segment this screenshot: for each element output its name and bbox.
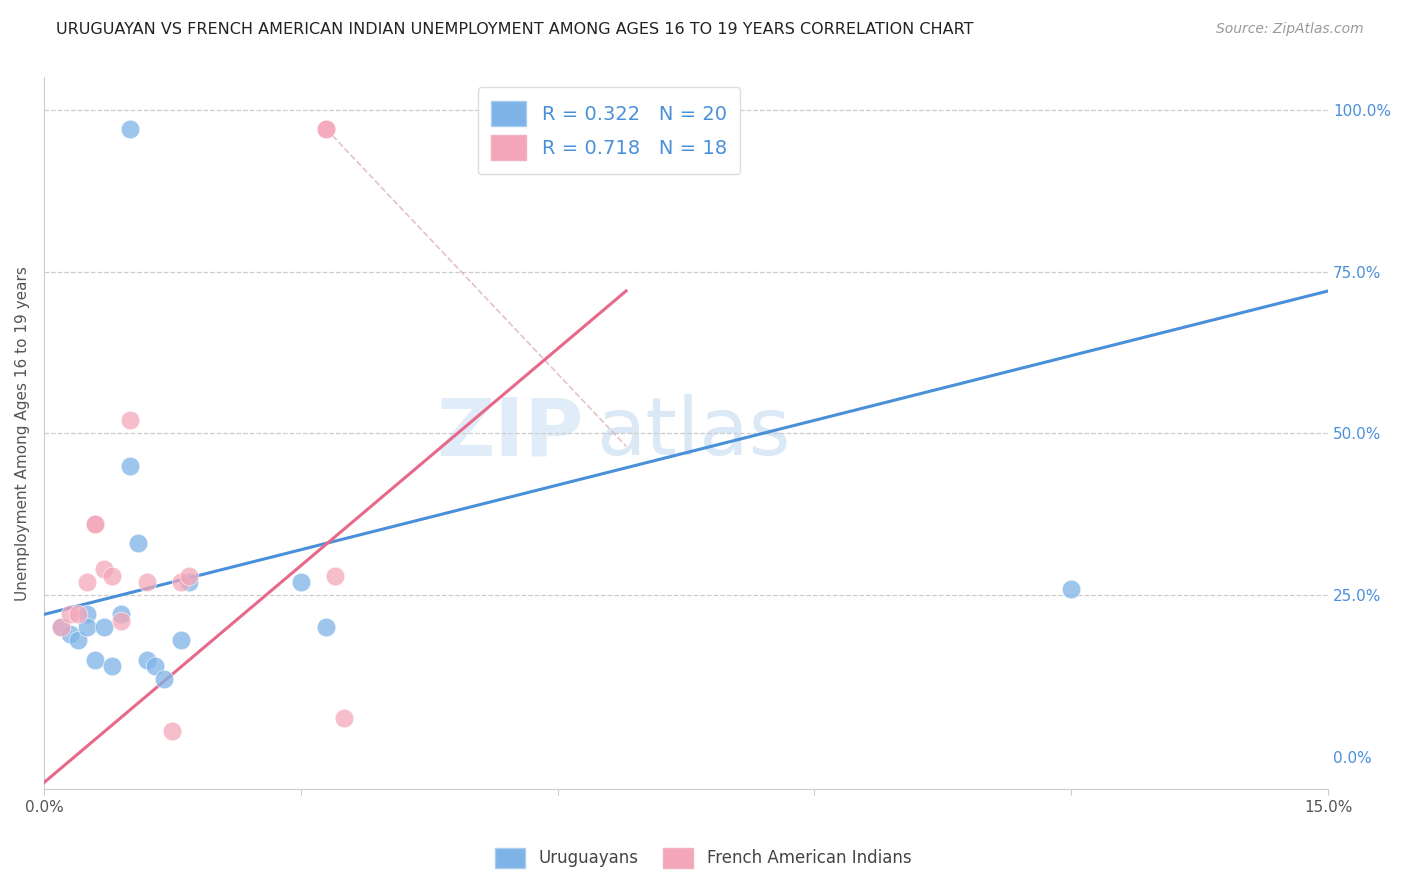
Point [1060, 582, 1083, 596]
Point [110, 607, 132, 622]
Point [84, 516, 107, 531]
Point [135, 575, 157, 590]
Text: atlas: atlas [596, 394, 790, 472]
Point [118, 458, 141, 473]
Point [49, 620, 72, 634]
Text: Source: ZipAtlas.com: Source: ZipAtlas.com [1216, 22, 1364, 37]
Legend: R = 0.322   N = 20, R = 0.718   N = 18: R = 0.322 N = 20, R = 0.718 N = 18 [478, 87, 741, 174]
Point [84, 516, 107, 531]
Point [170, 633, 193, 648]
Point [58, 627, 80, 641]
Legend: Uruguayans, French American Indians: Uruguayans, French American Indians [488, 841, 918, 875]
Point [315, 122, 337, 136]
Point [332, 711, 354, 725]
Point [76, 620, 98, 634]
Point [101, 568, 124, 582]
Y-axis label: Unemployment Among Ages 16 to 19 years: Unemployment Among Ages 16 to 19 years [15, 266, 30, 600]
Point [76, 575, 98, 590]
Text: URUGUAYAN VS FRENCH AMERICAN INDIAN UNEMPLOYMENT AMONG AGES 16 TO 19 YEARS CORRE: URUGUAYAN VS FRENCH AMERICAN INDIAN UNEM… [56, 22, 974, 37]
Point [162, 723, 184, 738]
Point [290, 575, 312, 590]
Point [127, 536, 149, 550]
Point [93, 620, 115, 634]
Point [170, 575, 193, 590]
Point [110, 614, 132, 628]
Point [49, 620, 72, 634]
Point [67, 607, 90, 622]
Point [152, 672, 174, 686]
Point [84, 653, 107, 667]
Point [118, 122, 141, 136]
Point [315, 620, 337, 634]
Point [179, 568, 201, 582]
Point [118, 413, 141, 427]
Point [101, 659, 124, 673]
Point [67, 633, 90, 648]
Point [76, 607, 98, 622]
Point [323, 568, 346, 582]
Point [143, 659, 166, 673]
Text: ZIP: ZIP [436, 394, 583, 472]
Point [93, 562, 115, 576]
Point [135, 653, 157, 667]
Point [315, 122, 337, 136]
Point [58, 607, 80, 622]
Point [179, 575, 201, 590]
